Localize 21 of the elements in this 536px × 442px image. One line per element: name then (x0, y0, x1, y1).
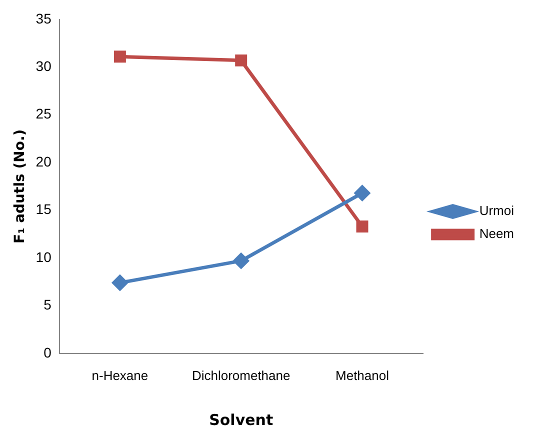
x-axis-title: Solvent (209, 410, 274, 429)
x-tick-label: n-Hexane (92, 368, 148, 383)
x-tick-label: Dichloromethane (192, 368, 290, 383)
x-tick-label: Methanol (336, 368, 390, 383)
y-tick-label: 5 (44, 296, 52, 313)
point (354, 185, 370, 201)
point (356, 220, 368, 232)
point (233, 253, 249, 269)
legend-label: Neem (479, 226, 514, 242)
point (112, 275, 128, 291)
y-tick-label: 35 (36, 10, 52, 26)
y-tick-label: 25 (36, 106, 52, 122)
point (235, 54, 248, 66)
y-tick-label: 15 (36, 201, 52, 218)
y-tick-label: 30 (36, 58, 52, 74)
legend-label: Urmoi (479, 203, 514, 218)
y-tick-label: 10 (36, 248, 52, 265)
point (114, 50, 126, 63)
y-axis-title: F₁ adutls (No.) (12, 129, 28, 244)
y-tick-label: 0 (44, 344, 52, 360)
y-tick-label: 20 (36, 153, 52, 170)
